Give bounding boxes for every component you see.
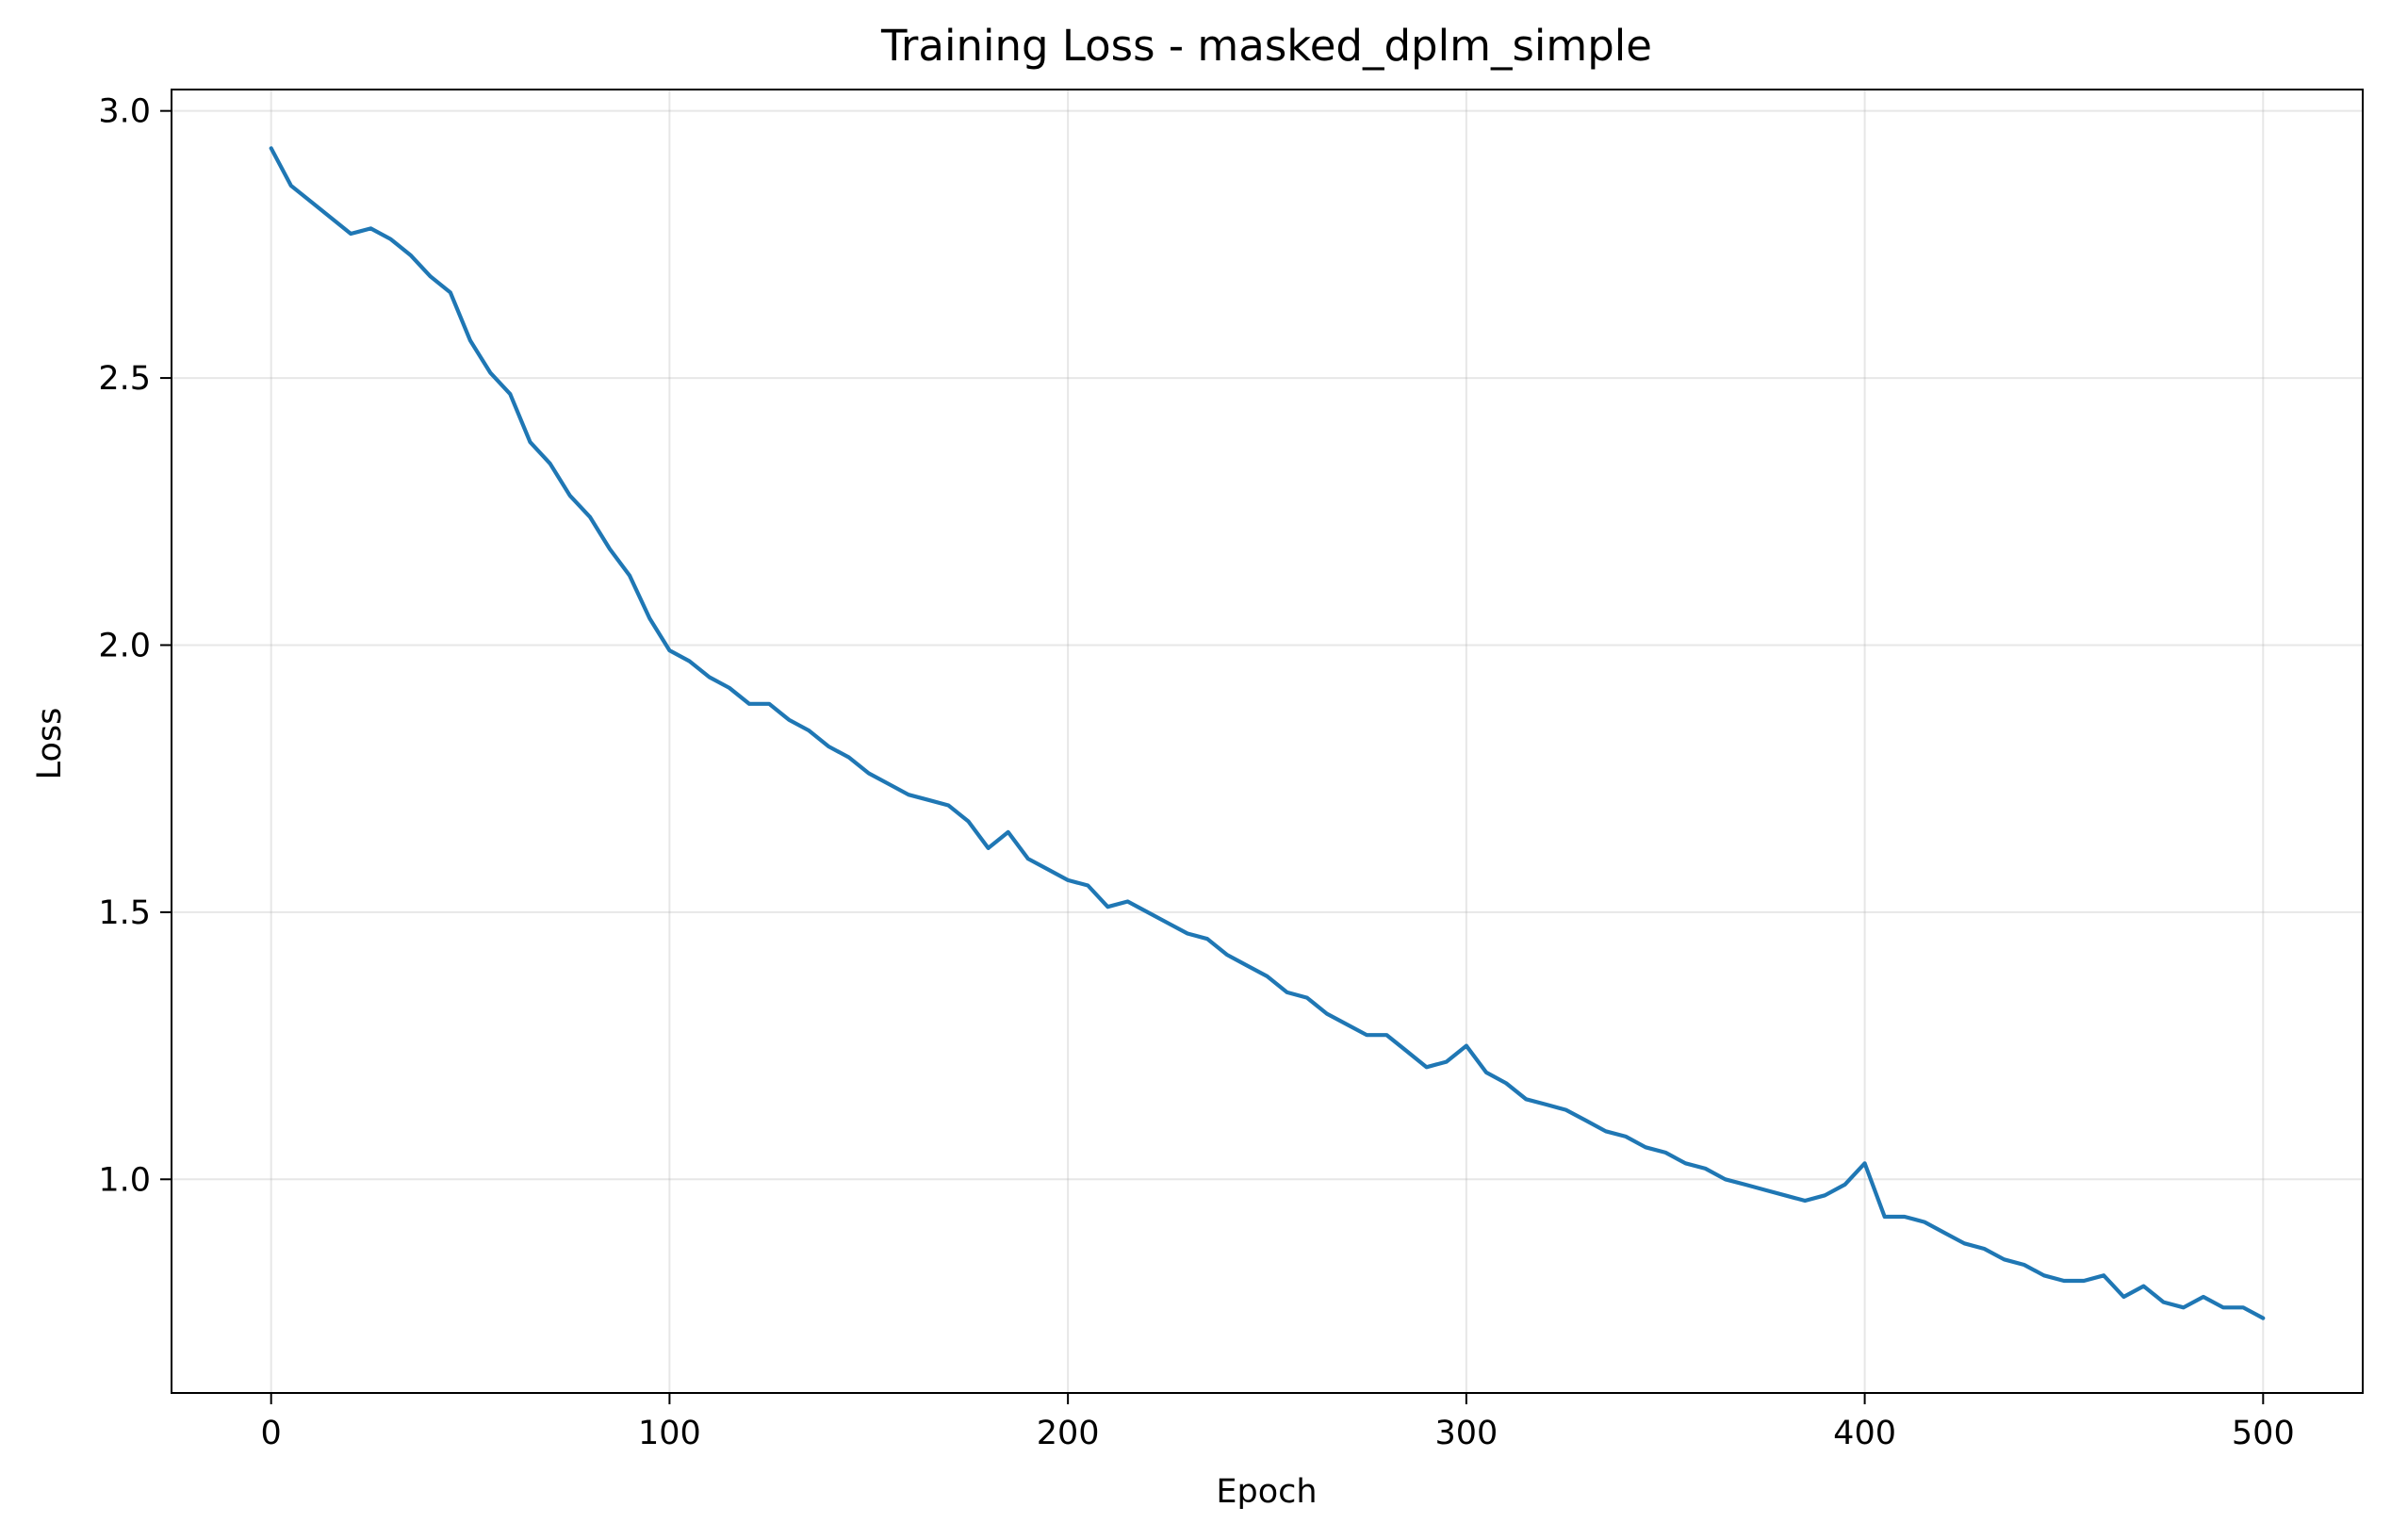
grid xyxy=(172,90,2363,1393)
y-axis-ticks: 1.0 1.5 2.0 2.5 3.0 xyxy=(98,93,172,1199)
y-tick-label: 3.0 xyxy=(98,93,151,131)
x-tick-label: 100 xyxy=(638,1415,701,1452)
x-tick-label: 0 xyxy=(261,1415,282,1452)
x-tick-label: 400 xyxy=(1833,1415,1896,1452)
y-tick-label: 1.0 xyxy=(98,1161,151,1199)
x-tick-label: 300 xyxy=(1434,1415,1498,1452)
y-tick-label: 2.0 xyxy=(98,627,151,664)
y-tick-label: 2.5 xyxy=(98,360,151,398)
y-axis-label: Loss xyxy=(31,708,69,780)
series-layer xyxy=(269,146,2266,1320)
chart-title: Training Loss - masked_dplm_simple xyxy=(880,21,1652,71)
x-tick-label: 200 xyxy=(1037,1415,1100,1452)
x-axis-label: Epoch xyxy=(1216,1473,1317,1511)
x-tick-label: 500 xyxy=(2232,1415,2295,1452)
plot-frame xyxy=(171,89,2364,1394)
y-tick-label: 1.5 xyxy=(98,894,151,932)
x-axis-ticks: 0 100 200 300 400 500 xyxy=(261,1393,2295,1452)
loss-series-line xyxy=(269,146,2266,1320)
